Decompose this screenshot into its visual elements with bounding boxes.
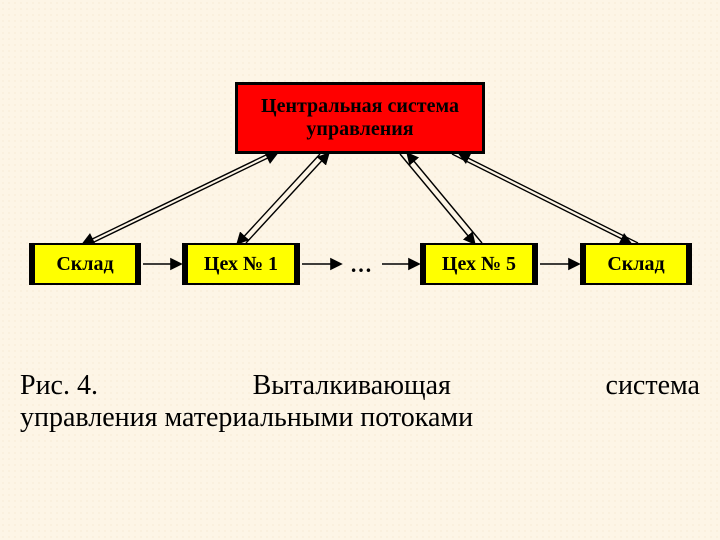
- caption-word1: Выталкивающая: [253, 370, 451, 402]
- arrow-ceh5-to-central: [408, 154, 482, 243]
- central-node: Центральная система управления: [235, 82, 485, 154]
- figure-caption: Рис. 4. Выталкивающая система управления…: [20, 370, 700, 434]
- node-label: Склад: [56, 253, 113, 276]
- arrow-sklad-right-to-central: [460, 154, 638, 243]
- node-label: Склад: [607, 253, 664, 276]
- node-sklad-right: Склад: [584, 243, 688, 285]
- node-label: Цех № 1: [204, 253, 278, 276]
- arrow-sklad-left-to-central: [92, 154, 276, 243]
- node-label: Цех № 5: [442, 253, 516, 276]
- arrow-central-to-ceh1: [238, 154, 320, 243]
- caption-line2: управления материальными потоками: [20, 402, 700, 434]
- ellipsis: …: [346, 252, 376, 278]
- arrow-central-to-ceh5: [400, 154, 474, 243]
- node-ceh5: Цех № 5: [424, 243, 534, 285]
- arrow-central-to-sklad-left: [84, 154, 268, 243]
- node-sklad-left: Склад: [33, 243, 137, 285]
- central-label: Центральная система управления: [238, 95, 482, 141]
- arrow-central-to-sklad-right: [452, 154, 630, 243]
- caption-word2: система: [606, 370, 700, 402]
- node-ceh1: Цех № 1: [186, 243, 296, 285]
- arrow-ceh1-to-central: [246, 154, 328, 243]
- caption-prefix: Рис. 4.: [20, 370, 98, 402]
